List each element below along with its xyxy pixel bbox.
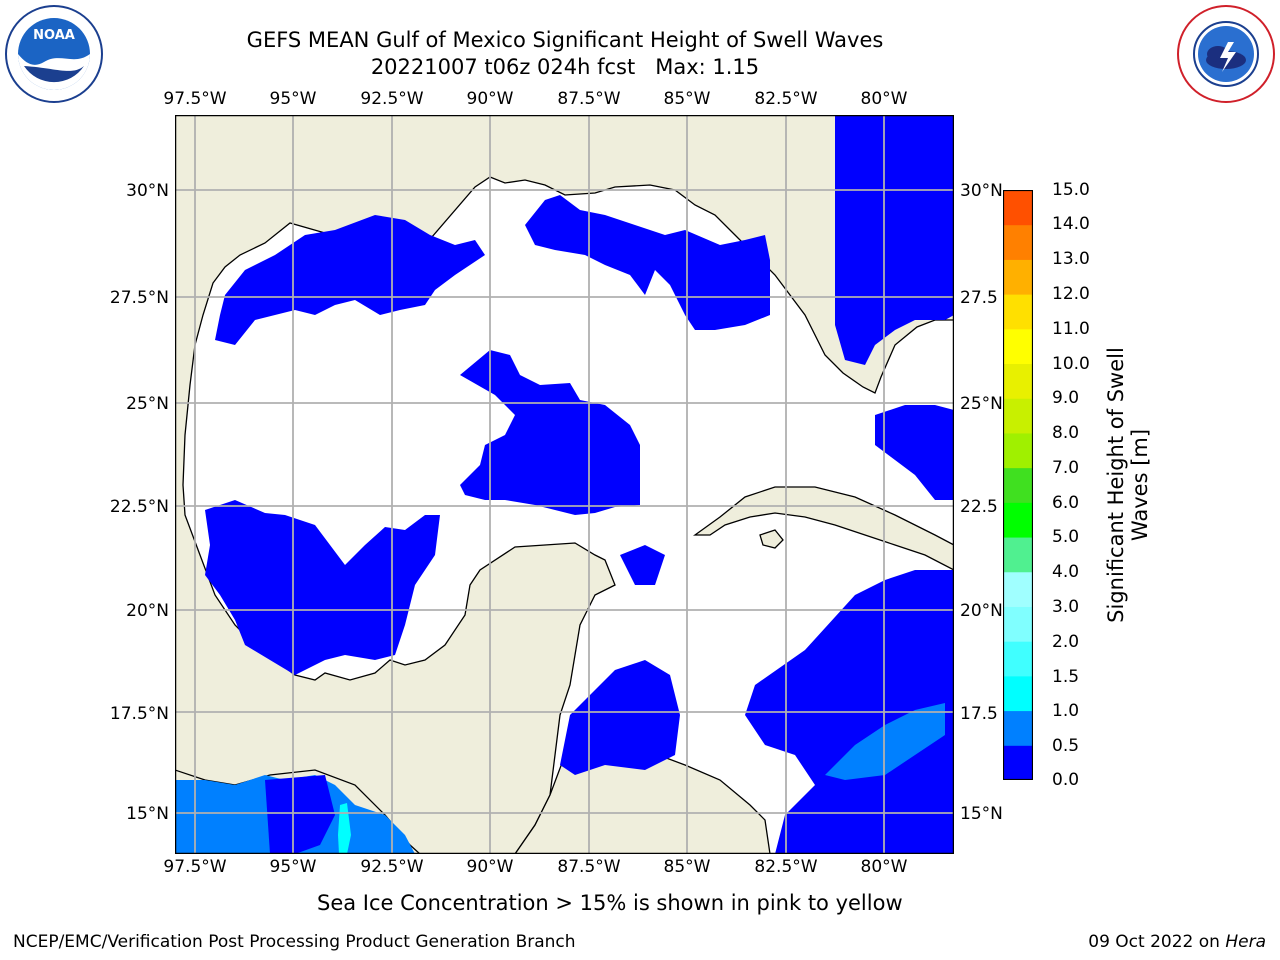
colorbar-tick: 8.0	[1052, 423, 1080, 443]
colorbar-segment	[1003, 259, 1033, 295]
colorbar-tick: 0.5	[1052, 736, 1080, 756]
colorbar-segment	[1003, 467, 1033, 503]
lat-label-right: 15°N	[960, 804, 1003, 824]
lon-label-top: 97.5°W	[163, 89, 227, 109]
lat-label-right: 17.5	[960, 704, 998, 724]
colorbar-segment	[1003, 537, 1033, 573]
map-frame	[175, 115, 954, 854]
lat-label-left: 17.5°N	[109, 704, 169, 724]
colorbar	[1003, 190, 1033, 780]
colorbar-tick: 11.0	[1052, 319, 1090, 339]
colorbar-segment	[1003, 502, 1033, 538]
colorbar-segment	[1003, 571, 1033, 607]
land-cuba	[692, 486, 954, 571]
lon-label-bottom: 85°W	[663, 857, 711, 877]
colorbar-tick: 7.0	[1052, 458, 1080, 478]
footer-date-text: 09 Oct 2022 on	[1088, 932, 1226, 952]
lat-label-left: 30°N	[126, 181, 169, 201]
colorbar-tick: 13.0	[1052, 249, 1090, 269]
footer-date: 09 Oct 2022 on Hera	[1088, 932, 1266, 952]
noaa-logo-icon	[4, 4, 104, 104]
colorbar-tick: 3.0	[1052, 597, 1080, 617]
colorbar-segment	[1003, 432, 1033, 469]
swell-region-central	[460, 350, 640, 515]
colorbar-segment	[1003, 294, 1033, 330]
colorbar-tick: 4.0	[1052, 562, 1080, 582]
colorbar-segment	[1003, 710, 1033, 746]
chart-subtitle: 20221007 t06z 024h fcst Max: 1.15	[370, 55, 760, 79]
swell-region-west	[205, 500, 440, 675]
colorbar-tick: 9.0	[1052, 388, 1080, 408]
colorbar-tick: 2.0	[1052, 632, 1080, 652]
land-isle-of-youth	[759, 529, 784, 549]
map-panel	[175, 115, 954, 854]
colorbar-tick: 15.0	[1052, 180, 1090, 200]
lat-label-right: 25°N	[960, 394, 1003, 414]
gridlines	[175, 115, 954, 854]
colorbar-tick: 1.0	[1052, 701, 1080, 721]
lon-label-top: 82.5°W	[754, 89, 818, 109]
colorbar-segment	[1003, 190, 1033, 226]
swell-region-caribbean-mid	[560, 660, 680, 775]
sea-ice-note: Sea Ice Concentration > 15% is shown in …	[317, 891, 903, 915]
colorbar-segment	[1003, 363, 1033, 399]
lon-label-bottom: 90°W	[466, 857, 514, 877]
lat-label-right: 20°N	[960, 601, 1003, 621]
colorbar-segment	[1003, 328, 1033, 365]
lon-label-bottom: 92.5°W	[360, 857, 424, 877]
colorbar-tick: 6.0	[1052, 493, 1080, 513]
lon-label-bottom: 97.5°W	[163, 857, 227, 877]
swell-region-east-small	[875, 405, 954, 500]
lat-label-left: 25°N	[126, 394, 169, 414]
colorbar-tick: 10.0	[1052, 354, 1090, 374]
colorbar-segment	[1003, 224, 1033, 260]
lon-label-top: 92.5°W	[360, 89, 424, 109]
lon-label-bottom: 82.5°W	[754, 857, 818, 877]
swell-region-interior-low	[265, 775, 335, 854]
colorbar-tick: 14.0	[1052, 214, 1090, 234]
swell-region-north	[215, 215, 485, 345]
lon-label-top: 80°W	[860, 89, 908, 109]
lon-label-bottom: 95°W	[269, 857, 317, 877]
lat-label-right: 27.5	[960, 288, 998, 308]
colorbar-tick: 5.0	[1052, 527, 1080, 547]
colorbar-tick: 0.0	[1052, 770, 1080, 790]
swell-region-yucatan-channel	[620, 545, 665, 585]
colorbar-segment	[1003, 641, 1033, 677]
lat-label-left: 22.5°N	[109, 497, 169, 517]
lat-label-left: 27.5°N	[109, 288, 169, 308]
chart-title: GEFS MEAN Gulf of Mexico Significant Hei…	[246, 28, 884, 52]
colorbar-tick: 1.5	[1052, 667, 1080, 687]
colorbar-segment	[1003, 606, 1033, 642]
swell-region-peak	[338, 803, 351, 854]
lon-label-top: 90°W	[466, 89, 514, 109]
nws-logo-icon	[1176, 4, 1276, 104]
footer-branch: NCEP/EMC/Verification Post Processing Pr…	[13, 932, 576, 952]
lat-label-left: 20°N	[126, 601, 169, 621]
noaa-logo-text: NOAA	[33, 28, 75, 43]
lon-label-top: 95°W	[269, 89, 317, 109]
lat-label-right: 30°N	[960, 181, 1003, 201]
lat-label-left: 15°N	[126, 804, 169, 824]
lon-label-bottom: 87.5°W	[557, 857, 621, 877]
colorbar-tick: 12.0	[1052, 284, 1090, 304]
lon-label-top: 85°W	[663, 89, 711, 109]
footer-machine: Hera	[1225, 932, 1266, 952]
swell-region-caribbean-swell	[825, 703, 945, 780]
lon-label-top: 87.5°W	[557, 89, 621, 109]
lat-label-right: 22.5	[960, 497, 998, 517]
colorbar-frame	[1003, 190, 1033, 780]
colorbar-segment	[1003, 745, 1033, 780]
swell-region-east-strait	[835, 115, 954, 365]
colorbar-label: Significant Height of Swell Waves [m]	[1104, 347, 1152, 623]
colorbar-segment	[1003, 398, 1033, 434]
colorbar-segment	[1003, 675, 1033, 712]
lon-label-bottom: 80°W	[860, 857, 908, 877]
